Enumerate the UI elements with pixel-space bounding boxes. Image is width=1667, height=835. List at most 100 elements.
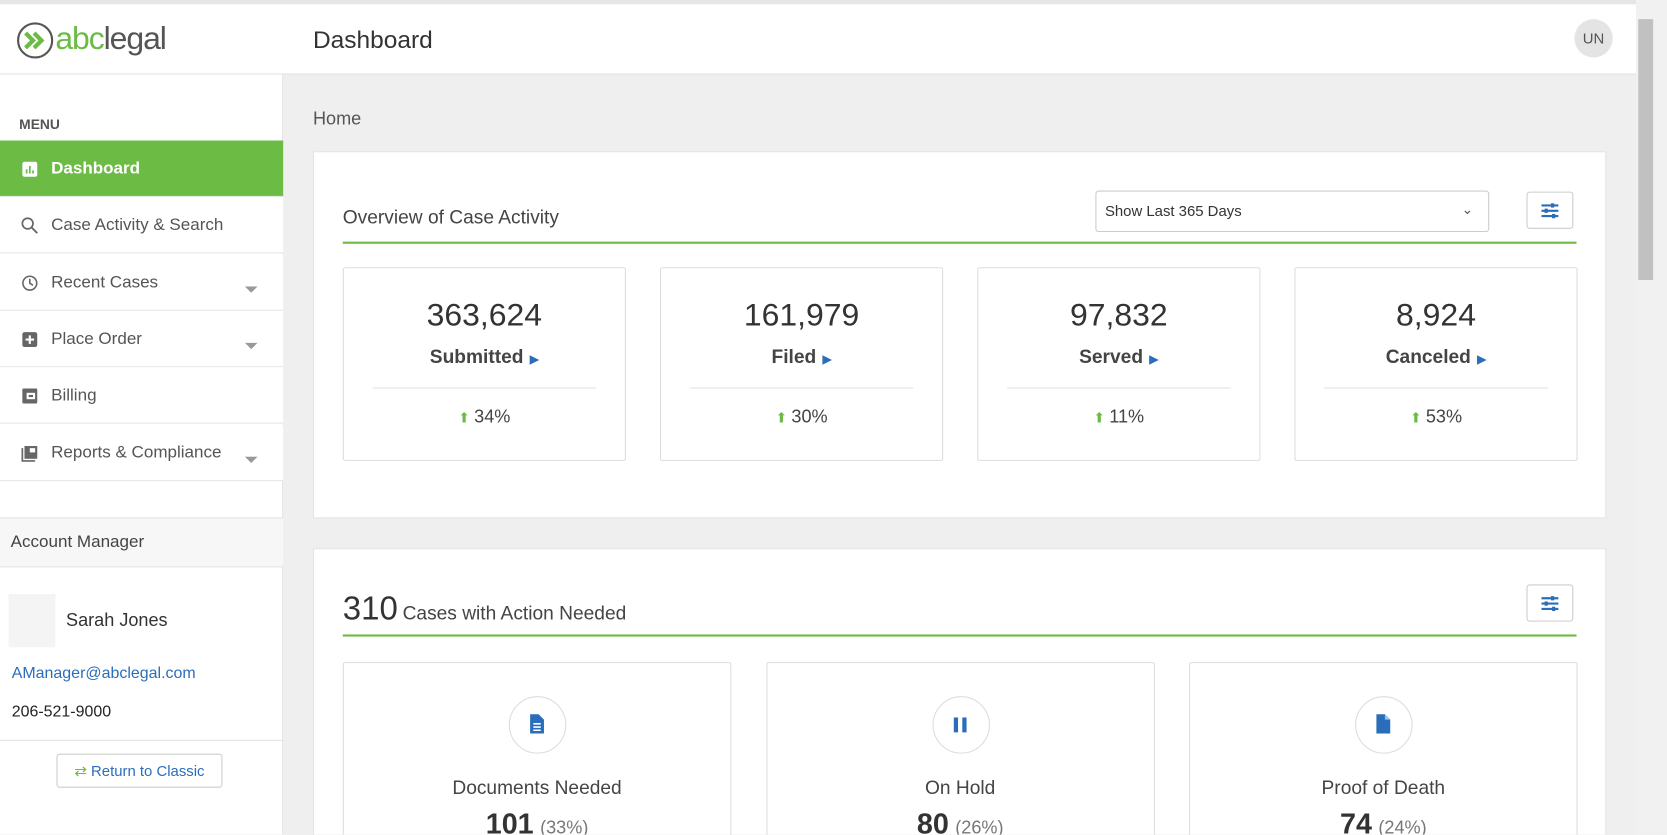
action-glyph xyxy=(530,714,544,734)
logo-icon xyxy=(17,22,54,59)
page-title: Dashboard xyxy=(312,25,433,54)
action-share: (26%) xyxy=(955,817,1004,835)
action-icon xyxy=(1355,696,1413,754)
filter-icon-svg xyxy=(1541,596,1559,612)
scroll-thumb[interactable] xyxy=(1638,19,1654,280)
action-count-row: 101 (33%) xyxy=(344,807,730,835)
stat-divider xyxy=(372,387,597,389)
action-icon xyxy=(508,696,567,754)
stat-value: 8,924 xyxy=(1396,298,1476,334)
logo-rest: legal xyxy=(103,21,167,57)
up-arrow: ⬆ xyxy=(1409,409,1422,426)
button-icon: ⇄ xyxy=(74,762,92,780)
menu-caret xyxy=(244,449,258,468)
action-count: 310 xyxy=(342,589,398,627)
top-bar xyxy=(0,0,1637,75)
menu-label: Recent Cases xyxy=(51,273,159,292)
stat-label-row: Served ▶ xyxy=(978,347,1259,366)
menu-icon-svg xyxy=(21,445,38,462)
action-icon xyxy=(931,696,990,754)
manager-photo xyxy=(8,593,56,648)
stat-card: 161,979 Filed ▶ ⬆ 30% xyxy=(659,267,944,461)
stat-label[interactable]: Canceled xyxy=(1385,345,1471,368)
action-title: Cases with Action Needed xyxy=(402,602,627,624)
overview-title: Overview of Case Activity xyxy=(342,206,559,228)
action-glyph xyxy=(1376,714,1391,734)
stat-change: 34% xyxy=(474,406,511,427)
stat-label[interactable]: Submitted xyxy=(429,345,524,368)
stat-arrow: ▶ xyxy=(1149,353,1159,367)
menu-caret xyxy=(244,335,258,354)
menu-icon xyxy=(20,216,39,240)
action-heading: 310 Cases with Action Needed xyxy=(343,592,626,625)
stat-arrow: ▶ xyxy=(529,353,539,367)
stat-change: 11% xyxy=(1109,406,1145,427)
stat-card: 363,624 Submitted ▶ ⬆ 34% xyxy=(342,267,626,461)
action-tile[interactable]: Documents Needed 101 (33%) xyxy=(342,662,732,835)
stat-value: 363,624 xyxy=(426,298,543,334)
divider xyxy=(0,739,284,741)
account-header xyxy=(0,517,284,568)
filter-icon-svg xyxy=(1541,203,1559,219)
manager-name: Sarah Jones xyxy=(65,609,168,631)
action-count: 74 xyxy=(1339,807,1372,835)
action-tile[interactable]: Proof of Death 74 (24%) xyxy=(1189,662,1578,835)
menu-caret-svg xyxy=(244,456,258,463)
menu-icon xyxy=(20,273,39,297)
stat-label[interactable]: Filed xyxy=(771,345,817,368)
filter-icon xyxy=(1541,595,1559,617)
menu-caret xyxy=(244,278,258,297)
menu-icon xyxy=(20,330,39,354)
breadcrumb: Home xyxy=(312,108,362,129)
action-tile[interactable]: On Hold 80 (26%) xyxy=(765,662,1155,835)
action-count-row: 74 (24%) xyxy=(1190,807,1576,835)
stat-arrow: ▶ xyxy=(1477,353,1487,367)
menu-item[interactable] xyxy=(0,424,284,481)
filter-icon xyxy=(1541,202,1559,224)
menu-item[interactable] xyxy=(0,310,284,368)
stat-change-row: ⬆ 11% xyxy=(978,408,1259,426)
action-label: Documents Needed xyxy=(452,777,622,799)
menu-icon-svg xyxy=(22,161,38,177)
menu-label: Billing xyxy=(51,386,97,405)
menu-item[interactable] xyxy=(0,253,284,311)
action-count: 80 xyxy=(916,807,949,835)
menu-icon xyxy=(20,160,39,184)
menu-caret-svg xyxy=(244,285,258,293)
range-text: Show Last 365 Days xyxy=(1104,202,1242,220)
stat-label[interactable]: Served xyxy=(1079,345,1144,368)
menu-icon-svg xyxy=(21,217,38,235)
stat-label-row: Submitted ▶ xyxy=(344,347,625,366)
action-count: 101 xyxy=(485,807,534,835)
menu-item[interactable] xyxy=(0,140,284,197)
scrollbar[interactable] xyxy=(1636,0,1667,835)
up-arrow: ⬆ xyxy=(458,409,470,426)
range-select[interactable]: Show Last 365 Days ⌄ xyxy=(1095,190,1490,233)
manager-email[interactable]: AManager@abclegal.com xyxy=(11,664,196,683)
logo-accent: abc xyxy=(55,21,104,57)
return-button[interactable]: ⇄ Return to Classic xyxy=(56,753,223,788)
action-share: (24%) xyxy=(1378,817,1427,835)
account-heading: Account Manager xyxy=(10,533,145,552)
select-caret: ⌄ xyxy=(1461,201,1474,218)
up-arrow: ⬆ xyxy=(775,409,788,426)
stat-change: 53% xyxy=(1425,406,1463,427)
action-glyph xyxy=(953,717,967,733)
avatar[interactable]: UN xyxy=(1574,19,1613,58)
stat-divider xyxy=(1007,387,1231,389)
stat-value: 97,832 xyxy=(1069,298,1168,334)
menu-icon-svg xyxy=(22,388,38,404)
stat-card: 97,832 Served ▶ ⬆ 11% xyxy=(977,267,1261,461)
filter-button[interactable] xyxy=(1526,584,1574,622)
stat-divider xyxy=(689,387,914,389)
menu-icon-svg xyxy=(22,332,38,347)
menu-icon xyxy=(20,387,39,411)
stat-change: 30% xyxy=(791,406,828,427)
menu-item[interactable] xyxy=(0,367,284,424)
menu-label: Dashboard xyxy=(51,159,141,178)
menu-label: Reports & Compliance xyxy=(51,443,222,462)
menu-item[interactable] xyxy=(0,197,284,254)
action-count-row: 80 (26%) xyxy=(767,807,1153,835)
